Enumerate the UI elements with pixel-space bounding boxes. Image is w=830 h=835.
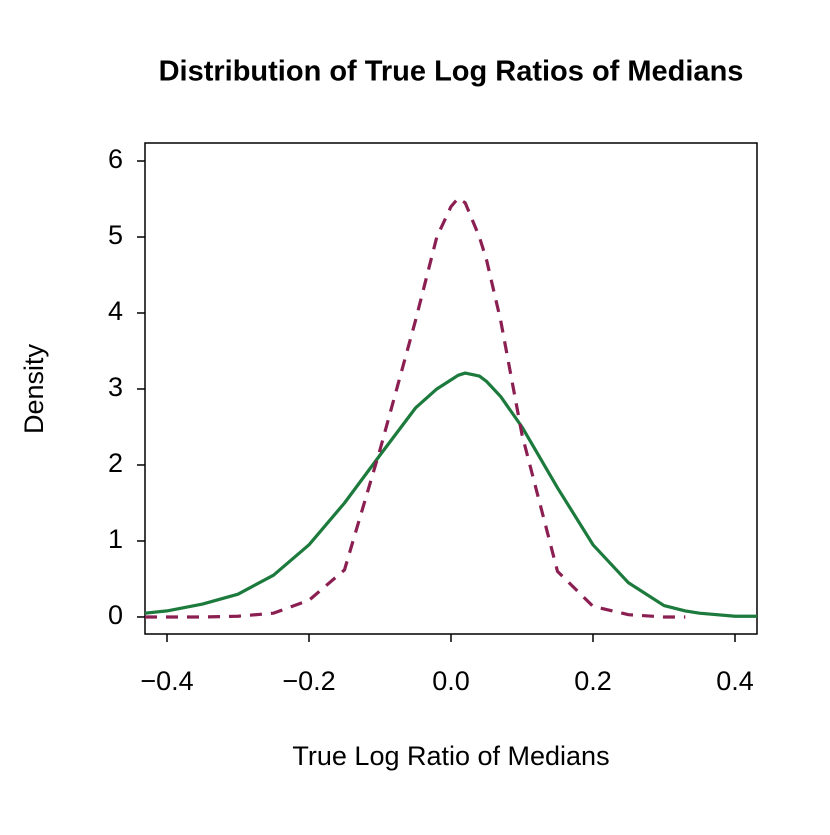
y-tick-label: 2	[108, 448, 123, 478]
x-tick-label: −0.4	[140, 666, 193, 696]
y-tick-label: 6	[108, 144, 123, 174]
y-axis-label: Density	[19, 343, 49, 434]
x-tick-label: 0.2	[574, 666, 612, 696]
x-tick-label: −0.2	[282, 666, 335, 696]
x-axis-label: True Log Ratio of Medians	[292, 741, 609, 771]
density-line	[144, 371, 757, 618]
y-tick-label: 4	[108, 296, 123, 326]
y-tick-label: 5	[108, 220, 123, 250]
y-tick-label: 0	[108, 600, 123, 630]
y-tick-label: 3	[108, 372, 123, 402]
x-tick-label: 0.0	[432, 666, 470, 696]
plot-frame	[144, 142, 758, 635]
y-tick-label: 1	[108, 524, 123, 554]
density-line	[145, 196, 686, 619]
x-tick-label: 0.4	[716, 666, 754, 696]
chart-title: Distribution of True Log Ratios of Media…	[159, 56, 744, 88]
